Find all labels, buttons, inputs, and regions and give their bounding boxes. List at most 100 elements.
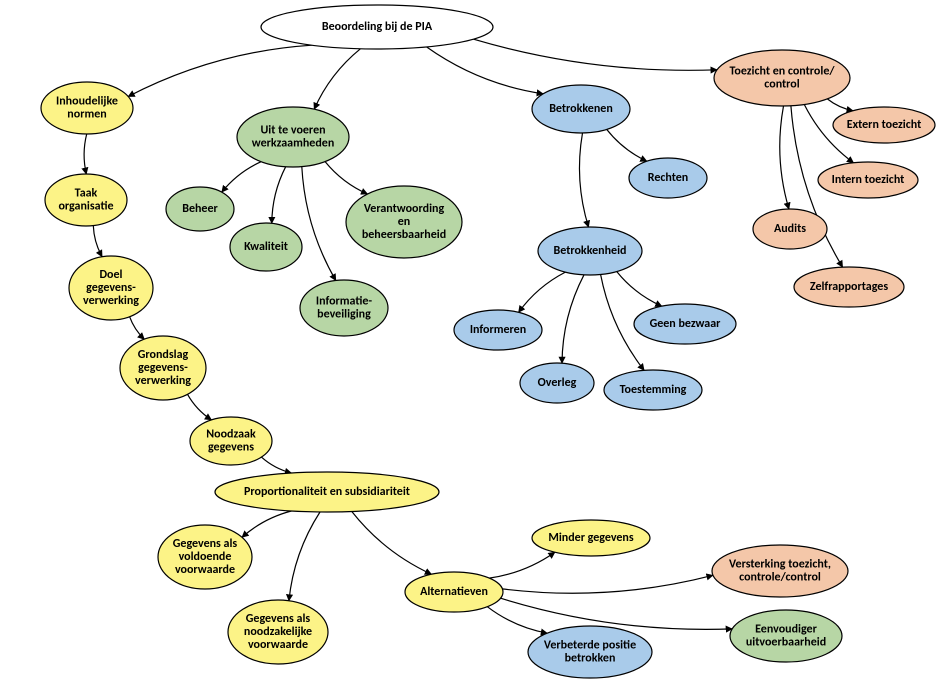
node-label: uitvoerbaarheid xyxy=(746,635,826,649)
node-label: Zelfrapportages xyxy=(810,280,888,294)
node-nood: Noodzaakgegevens xyxy=(190,417,272,465)
node-label: Grondslag xyxy=(138,348,189,362)
edge-werkz-to-infob xyxy=(302,167,336,281)
node-grond: Grondslaggegevens-verwerking xyxy=(120,336,206,400)
node-label: Noodzaak xyxy=(206,427,256,441)
edge-alt-to-eenv xyxy=(501,598,733,629)
edge-werkz-to-beheer xyxy=(222,162,261,192)
node-label: Overleg xyxy=(538,376,577,390)
edge-betrk-to-recht xyxy=(607,129,647,161)
edge-inorm-to-taak xyxy=(84,134,87,174)
node-label: Toestemming xyxy=(620,383,687,397)
edge-root-to-toez xyxy=(474,39,717,70)
edge-nood-to-prop xyxy=(261,457,291,473)
node-verbp: Verbeterde positiebetrokken xyxy=(528,626,652,678)
node-label: Doel xyxy=(99,268,122,282)
node-label: gegevens- xyxy=(138,361,188,375)
edge-werkz-to-kwal xyxy=(272,167,286,224)
node-recht: Rechten xyxy=(629,158,707,198)
node-betrh: Betrokkenheid xyxy=(538,227,642,275)
node-infob: Informatie-beveiliging xyxy=(300,280,388,336)
node-label: verwerking xyxy=(83,294,139,308)
edge-betrh-to-geenb xyxy=(617,272,662,307)
node-extern: Extern toezicht xyxy=(833,107,935,143)
node-overl: Overleg xyxy=(520,363,594,403)
node-label: Taak xyxy=(75,186,98,200)
node-geenb: Geen bezwaar xyxy=(634,304,736,344)
edge-toez-to-extern xyxy=(827,99,853,111)
node-label: Kwaliteit xyxy=(244,240,288,254)
node-label: gegevens- xyxy=(86,281,136,295)
node-label: Inhoudelijke xyxy=(56,94,118,108)
node-label: Gegevens als xyxy=(173,537,238,551)
node-betrk: Betrokkenen xyxy=(532,85,630,133)
node-label: voldoende xyxy=(179,550,232,564)
node-label: Betrokkenen xyxy=(549,102,613,116)
edge-betrk-to-betrh xyxy=(579,133,588,227)
node-werkz: Uit te voerenwerkzaamheden xyxy=(237,107,349,167)
node-label: Versterking toezicht, xyxy=(729,557,831,571)
node-beheer: Beheer xyxy=(166,187,234,231)
edge-alt-to-verst xyxy=(502,575,713,593)
node-label: Toezicht en controle/ xyxy=(729,64,835,78)
node-label: Alternatieven xyxy=(420,585,488,599)
node-gnood: Gegevens alsnoodzakelijkevoorwaarde xyxy=(228,600,328,664)
node-label: Audits xyxy=(774,222,806,236)
node-kwal: Kwaliteit xyxy=(230,223,302,271)
flowchart-canvas: Beoordeling bij de PIA Inhoudelijkenormen… xyxy=(0,0,941,689)
node-minder: Minder gegevens xyxy=(532,520,650,556)
node-root: Beoordeling bij de PIA xyxy=(261,5,493,49)
node-label: Eenvoudiger xyxy=(755,622,817,636)
node-taak: Taakorganisatie xyxy=(45,174,127,226)
edge-betrh-to-inform xyxy=(519,272,566,312)
node-label: Verantwoording xyxy=(364,202,445,216)
node-label: Geen bezwaar xyxy=(650,317,722,331)
edge-alt-to-verbp xyxy=(487,607,547,634)
node-label: verwerking xyxy=(135,374,191,388)
node-toez: Toezicht en controle/control xyxy=(714,50,850,106)
node-verant: Verantwoordingenbeheersbaarheid xyxy=(346,186,462,258)
node-label: Proportionaliteit en subsidiariteit xyxy=(244,485,410,499)
node-intern: Intern toezicht xyxy=(818,162,918,198)
node-label: Gegevens als xyxy=(246,612,311,626)
node-label: Betrokkenheid xyxy=(554,244,627,258)
node-label: normen xyxy=(67,107,106,121)
node-label: Informatie- xyxy=(316,294,373,308)
node-label: Informeren xyxy=(470,323,526,337)
node-label: beveiliging xyxy=(317,307,371,321)
node-label: voorwaarde xyxy=(248,638,308,652)
node-label: werkzaamheden xyxy=(252,136,335,150)
node-label: Uit te voeren xyxy=(260,123,325,137)
node-label: organisatie xyxy=(58,199,113,213)
edge-root-to-inorm xyxy=(128,45,312,96)
nodes-layer: Beoordeling bij de PIA Inhoudelijkenormen… xyxy=(41,5,935,678)
node-label: Rechten xyxy=(648,171,688,185)
node-label: gegevens xyxy=(208,440,254,454)
node-label: Intern toezicht xyxy=(832,173,905,187)
node-label: noodzakelijke xyxy=(244,625,312,639)
node-label: Extern toezicht xyxy=(847,118,921,132)
edge-taak-to-doel xyxy=(93,226,102,257)
edge-werkz-to-verant xyxy=(325,162,367,194)
edge-grond-to-nood xyxy=(188,394,212,420)
node-label: Verbeterde positie xyxy=(544,638,636,652)
node-prop: Proportionaliteit en subsidiariteit xyxy=(215,472,439,512)
edge-prop-to-alt xyxy=(352,512,432,575)
edge-toez-to-audits xyxy=(780,106,789,209)
node-zelf: Zelfrapportages xyxy=(794,267,904,307)
node-verst: Versterking toezicht,controle/control xyxy=(712,545,848,597)
node-label: Beheer xyxy=(182,202,218,216)
node-label: control xyxy=(764,77,799,91)
node-inorm: Inhoudelijkenormen xyxy=(41,82,133,134)
edge-betrh-to-overl xyxy=(562,275,584,363)
node-inform: Informeren xyxy=(454,310,542,350)
node-label: betrokken xyxy=(565,651,616,665)
edge-root-to-werkz xyxy=(314,49,360,109)
node-audits: Audits xyxy=(753,209,827,249)
edge-doel-to-grond xyxy=(130,317,145,340)
edge-alt-to-minder xyxy=(489,552,555,578)
edge-root-to-betrk xyxy=(427,47,544,94)
node-label: controle/control xyxy=(739,570,821,584)
node-alt: Alternatieven xyxy=(405,572,503,612)
edge-prop-to-gnood xyxy=(289,512,320,601)
